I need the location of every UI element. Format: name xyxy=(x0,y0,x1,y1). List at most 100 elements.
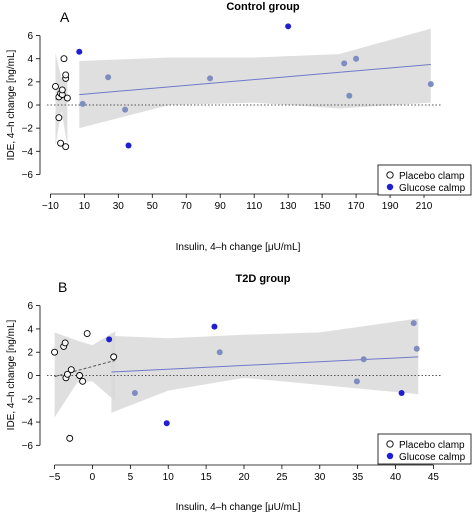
confidence-band-glucose-b xyxy=(111,318,419,413)
point-placebo-b xyxy=(83,330,91,338)
y-axis-label-b: IDE, 4–h change [ng/mL] xyxy=(6,319,17,430)
point-glucose-a xyxy=(76,48,83,55)
point-glucose-b xyxy=(163,420,170,427)
y-tick-label-b: 0 xyxy=(27,371,33,382)
plot-area-b: −5 0 5 10 15 20 25 30 35 40 45 −6 −4 −2 0 2 4 6 xyxy=(22,301,441,483)
y-tick-label-a: −6 xyxy=(22,170,34,181)
y-tick-label-b: 4 xyxy=(27,324,33,335)
point-glucose-b xyxy=(410,320,417,327)
point-placebo-a xyxy=(52,83,59,90)
x-tick-label-a: 30 xyxy=(113,201,125,212)
point-placebo-b xyxy=(67,366,75,374)
x-tick-label-b: 10 xyxy=(163,472,175,483)
point-glucose-a xyxy=(122,106,129,113)
point-placebo-b xyxy=(64,370,71,378)
y-tick-label-b: 2 xyxy=(27,348,33,359)
y-tick-label-a: 4 xyxy=(27,54,33,65)
panel-letter-a: A xyxy=(60,9,70,25)
y-tick-label-a: −4 xyxy=(22,147,34,158)
point-glucose-b xyxy=(131,389,138,396)
point-placebo-b xyxy=(61,339,69,347)
y-tick-label-b: 6 xyxy=(27,301,33,312)
x-tick-label-b: 30 xyxy=(314,472,326,483)
x-tick-label-b: 25 xyxy=(276,472,288,483)
x-tick-label-a: 10 xyxy=(79,201,91,212)
point-glucose-a xyxy=(79,100,86,107)
confidence-band-glucose-a xyxy=(79,28,431,129)
point-placebo-b xyxy=(66,434,74,442)
fit-line-glucose-a xyxy=(79,64,431,96)
x-tick-label-a: 110 xyxy=(246,201,262,212)
x-tick-label-a: −10 xyxy=(42,201,59,212)
x-tick-label-a: 70 xyxy=(181,201,193,212)
point-glucose-a xyxy=(125,142,132,149)
point-placebo-a xyxy=(60,55,68,63)
x-tick-label-a: 90 xyxy=(215,201,227,212)
chart-title-a: Control group xyxy=(226,1,300,13)
point-glucose-a xyxy=(341,60,348,67)
y-tick-label-b: −4 xyxy=(22,418,34,429)
panel-t2d-group: B T2D group −5 0 5 10 15 20 25 30 35 40 45 −6 −4 −2 0 2… xyxy=(6,273,472,513)
point-glucose-b xyxy=(216,349,223,356)
point-glucose-b xyxy=(360,356,367,363)
y-tick-label-a: 6 xyxy=(27,31,33,42)
legend-marker-placebo-b xyxy=(386,440,394,448)
x-tick-label-a: 150 xyxy=(314,201,331,212)
point-placebo-b xyxy=(79,377,87,385)
point-glucose-b xyxy=(106,336,113,343)
legend-marker-placebo-a xyxy=(386,171,394,179)
y-tick-label-b: −2 xyxy=(22,394,34,405)
legend-label-placebo-b: Placebo clamp xyxy=(399,440,465,451)
x-tick-label-a: 170 xyxy=(348,201,365,212)
point-placebo-a xyxy=(63,94,71,102)
point-placebo-b xyxy=(110,353,118,361)
fit-line-glucose-b xyxy=(111,356,419,373)
x-tick-label-b: 20 xyxy=(238,472,250,483)
legend-b: Placebo clamp Glucose calmp xyxy=(377,433,472,465)
x-tick-label-b: 45 xyxy=(428,472,440,483)
point-placebo-a xyxy=(62,143,70,151)
y-tick-label-a: −2 xyxy=(22,124,34,135)
point-glucose-a xyxy=(427,81,434,88)
x-tick-label-a: 190 xyxy=(382,201,399,212)
x-tick-label-b: 15 xyxy=(201,472,213,483)
legend-label-placebo-a: Placebo clamp xyxy=(399,171,465,182)
x-tick-label-a: 130 xyxy=(280,201,297,212)
legend-label-glucose-a: Glucose calmp xyxy=(399,183,466,194)
legend-marker-glucose-b xyxy=(386,452,394,460)
y-tick-label-a: 2 xyxy=(27,77,33,88)
point-placebo-a xyxy=(62,71,70,79)
point-placebo-b xyxy=(51,348,59,356)
x-tick-label-b: −5 xyxy=(49,472,61,483)
point-glucose-a xyxy=(353,55,360,62)
x-axis-label-b: Insulin, 4–h change [μU/mL] xyxy=(176,502,301,513)
point-glucose-a xyxy=(207,75,214,82)
legend-marker-glucose-a xyxy=(386,183,394,191)
y-axis-label-a: IDE, 4–h change [ng/mL] xyxy=(6,49,17,160)
point-glucose-b xyxy=(211,323,218,330)
point-placebo-a xyxy=(55,114,63,122)
panel-letter-b: B xyxy=(58,279,67,295)
point-glucose-a xyxy=(346,92,353,99)
y-tick-label-b: −6 xyxy=(22,441,34,452)
point-glucose-b xyxy=(398,389,405,396)
legend-label-glucose-b: Glucose calmp xyxy=(399,452,466,463)
x-tick-label-a: 210 xyxy=(416,201,433,212)
plot-area-a: −10 10 30 50 70 90 110 130 150 170 190 210 −6 −4 −2 0 2 4… xyxy=(22,23,441,212)
point-glucose-b xyxy=(353,378,360,385)
x-tick-label-b: 5 xyxy=(128,472,134,483)
y-tick-label-a: 0 xyxy=(27,101,33,112)
panel-control-group: A Control group −10 10 30 50 70 90 110 130 150 17… xyxy=(6,1,472,253)
x-tick-label-b: 40 xyxy=(390,472,402,483)
x-tick-label-a: 50 xyxy=(147,201,159,212)
legend-a: Placebo clamp Glucose calmp xyxy=(377,164,472,196)
point-placebo-a xyxy=(58,86,66,94)
x-tick-label-b: 0 xyxy=(90,472,96,483)
point-glucose-a xyxy=(105,74,112,81)
x-tick-label-b: 35 xyxy=(352,472,364,483)
x-axis-label-a: Insulin, 4–h change [μU/mL] xyxy=(176,242,301,253)
point-glucose-a xyxy=(285,23,292,30)
point-placebo-a xyxy=(57,139,65,147)
point-glucose-b xyxy=(413,345,420,352)
